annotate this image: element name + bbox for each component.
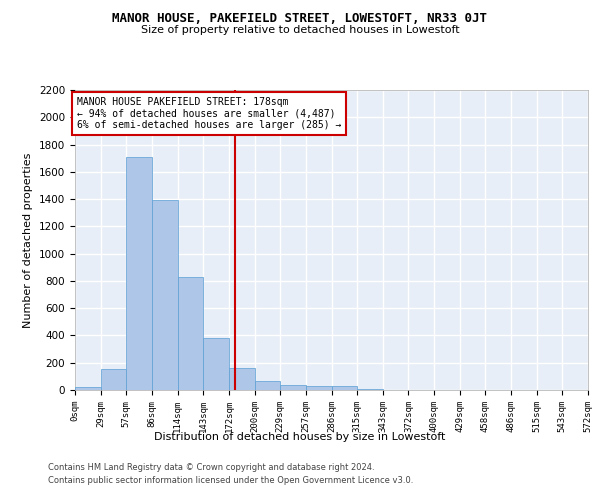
Text: Size of property relative to detached houses in Lowestoft: Size of property relative to detached ho… [140, 25, 460, 35]
Bar [127, 157, 152, 390]
Bar [101, 369, 127, 390]
Bar [280, 384, 306, 390]
Text: Contains HM Land Registry data © Crown copyright and database right 2024.: Contains HM Land Registry data © Crown c… [48, 464, 374, 472]
Bar [152, 200, 178, 390]
Y-axis label: Number of detached properties: Number of detached properties [23, 152, 34, 328]
Bar [306, 386, 331, 390]
Bar [229, 368, 254, 390]
Bar [254, 381, 280, 390]
Bar [203, 338, 229, 390]
Bar [357, 388, 383, 390]
Text: Distribution of detached houses by size in Lowestoft: Distribution of detached houses by size … [154, 432, 446, 442]
Bar [331, 386, 357, 390]
Bar [178, 277, 203, 390]
Text: Contains public sector information licensed under the Open Government Licence v3: Contains public sector information licen… [48, 476, 413, 485]
Text: MANOR HOUSE PAKEFIELD STREET: 178sqm
← 94% of detached houses are smaller (4,487: MANOR HOUSE PAKEFIELD STREET: 178sqm ← 9… [77, 97, 341, 130]
Bar [75, 388, 101, 390]
Text: MANOR HOUSE, PAKEFIELD STREET, LOWESTOFT, NR33 0JT: MANOR HOUSE, PAKEFIELD STREET, LOWESTOFT… [113, 12, 487, 26]
